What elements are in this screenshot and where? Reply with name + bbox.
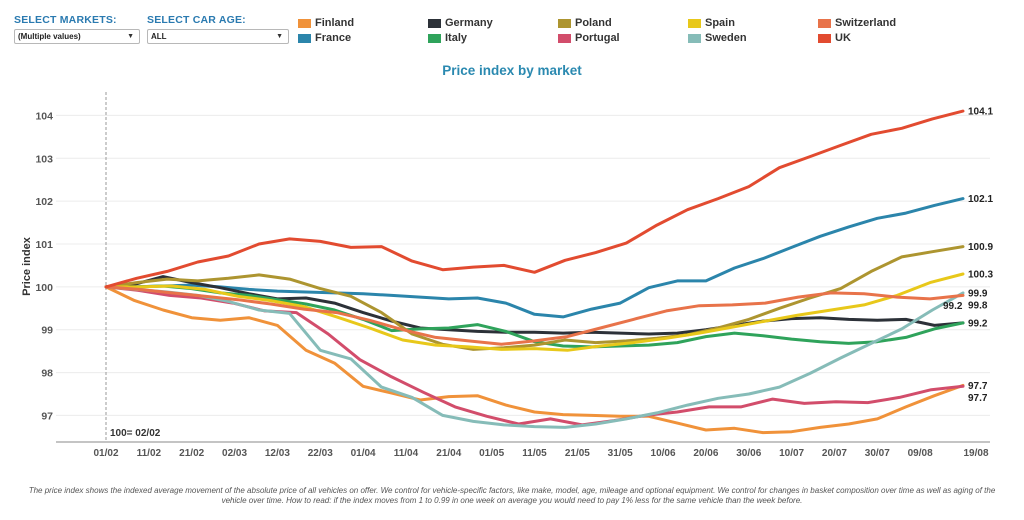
legend-item-uk[interactable]: UK [818, 32, 851, 44]
legend-label: Poland [575, 17, 612, 29]
car-age-select-value: ALL [151, 32, 167, 41]
legend-item-germany[interactable]: Germany [428, 17, 493, 29]
legend-item-poland[interactable]: Poland [558, 17, 612, 29]
legend-swatch [558, 18, 571, 28]
markets-filter: SELECT MARKETS: (Multiple values) ▼ [14, 14, 140, 44]
extra-end-label: 99.2 [943, 301, 963, 312]
x-tick-label: 19/08 [963, 448, 988, 459]
x-tick-label: 21/05 [565, 448, 590, 459]
x-tick-label: 09/08 [908, 448, 933, 459]
x-tick-label: 02/03 [222, 448, 247, 459]
x-tick-label: 30/06 [736, 448, 761, 459]
car-age-select[interactable]: ALL ▼ [147, 29, 289, 44]
legend-swatch [298, 18, 311, 28]
legend-item-portugal[interactable]: Portugal [558, 32, 620, 44]
x-tick-label: 11/04 [394, 448, 419, 459]
y-tick-label: 103 [35, 153, 53, 165]
end-label-uk: 104.1 [968, 107, 993, 118]
y-tick-label: 101 [35, 239, 53, 251]
y-tick-label: 99 [41, 325, 53, 337]
legend-item-finland[interactable]: Finland [298, 17, 354, 29]
series-line-uk [104, 109, 965, 289]
series-line-france [104, 197, 965, 319]
legend-item-spain[interactable]: Spain [688, 17, 735, 29]
legend-label: Spain [705, 17, 735, 29]
legend-swatch [818, 33, 831, 43]
x-tick-label: 22/03 [308, 448, 333, 459]
y-tick-label: 102 [35, 196, 53, 208]
legend-item-sweden[interactable]: Sweden [688, 32, 747, 44]
y-tick-label: 100 [35, 282, 53, 294]
markets-select[interactable]: (Multiple values) ▼ [14, 29, 140, 44]
series-line-germany [104, 275, 965, 336]
y-tick-label: 97 [41, 410, 53, 422]
line-chart: 97 98 99 100 101 102 103 104 100= 02/02 01/02 11/0… [21, 92, 993, 459]
x-tick-label: 11/02 [137, 448, 162, 459]
legend-label: Finland [315, 17, 355, 29]
y-tick-label: 98 [41, 368, 53, 380]
x-tick-label: 11/05 [522, 448, 547, 459]
x-tick-label: 01/02 [93, 448, 118, 459]
legend-item-france[interactable]: France [298, 32, 351, 44]
legend-swatch [428, 33, 441, 43]
car-age-filter: SELECT CAR AGE: ALL ▼ [147, 14, 289, 44]
legend-label: France [315, 32, 352, 44]
end-label-spain: 100.3 [968, 270, 993, 281]
series-line-finland [104, 285, 965, 435]
series-line-switzerland [104, 285, 965, 346]
legend-swatch [818, 18, 831, 28]
legend-swatch [558, 33, 571, 43]
legend-swatch [428, 18, 441, 28]
legend-label: Germany [445, 17, 493, 29]
series-line-spain [104, 272, 965, 352]
reference-annotation: 100= 02/02 [110, 428, 161, 439]
car-age-filter-label: SELECT CAR AGE: [147, 14, 246, 26]
x-tick-label: 12/03 [265, 448, 290, 459]
end-label-portugal: 97.7 [968, 393, 988, 404]
legend-label: Italy [445, 32, 468, 44]
y-axis-title: Price index [21, 236, 33, 296]
x-tick-label: 01/04 [351, 448, 376, 459]
x-tick-label: 10/07 [779, 448, 804, 459]
x-tick-label: 21/02 [179, 448, 204, 459]
chevron-down-icon: ▼ [276, 33, 283, 40]
end-label-sweden: 99.9 [968, 288, 988, 299]
x-tick-label: 31/05 [608, 448, 633, 459]
legend-swatch [688, 33, 701, 43]
chevron-down-icon: ▼ [127, 33, 134, 40]
series-line-sweden [104, 285, 965, 429]
x-tick-label: 20/07 [822, 448, 847, 459]
chart-legend: Finland France Germany Italy Poland Portugal S… [298, 17, 1018, 47]
end-label-finland: 97.7 [968, 381, 988, 392]
end-label-germany: 99.2 [968, 318, 988, 329]
legend-label: Portugal [575, 32, 620, 44]
x-tick-label: 21/04 [436, 448, 461, 459]
x-tick-label: 10/06 [651, 448, 676, 459]
markets-select-value: (Multiple values) [18, 32, 81, 41]
series-line-portugal [104, 285, 965, 427]
legend-swatch [298, 33, 311, 43]
legend-item-switzerland[interactable]: Switzerland [818, 17, 896, 29]
legend-label: Sweden [705, 32, 747, 44]
end-label-poland: 100.9 [968, 242, 993, 253]
legend-swatch [688, 18, 701, 28]
y-tick-label: 104 [35, 110, 53, 122]
legend-label: UK [835, 32, 851, 44]
x-tick-label: 30/07 [865, 448, 890, 459]
legend-item-italy[interactable]: Italy [428, 32, 467, 44]
markets-filter-label: SELECT MARKETS: [14, 14, 117, 26]
chart-title: Price index by market [442, 63, 582, 78]
x-tick-label: 20/06 [693, 448, 718, 459]
x-tick-label: 01/05 [479, 448, 504, 459]
end-label-switzerland: 99.8 [968, 300, 988, 311]
end-label-france: 102.1 [968, 194, 993, 205]
footnote: The price index shows the indexed averag… [28, 486, 996, 505]
legend-label: Switzerland [835, 17, 897, 29]
